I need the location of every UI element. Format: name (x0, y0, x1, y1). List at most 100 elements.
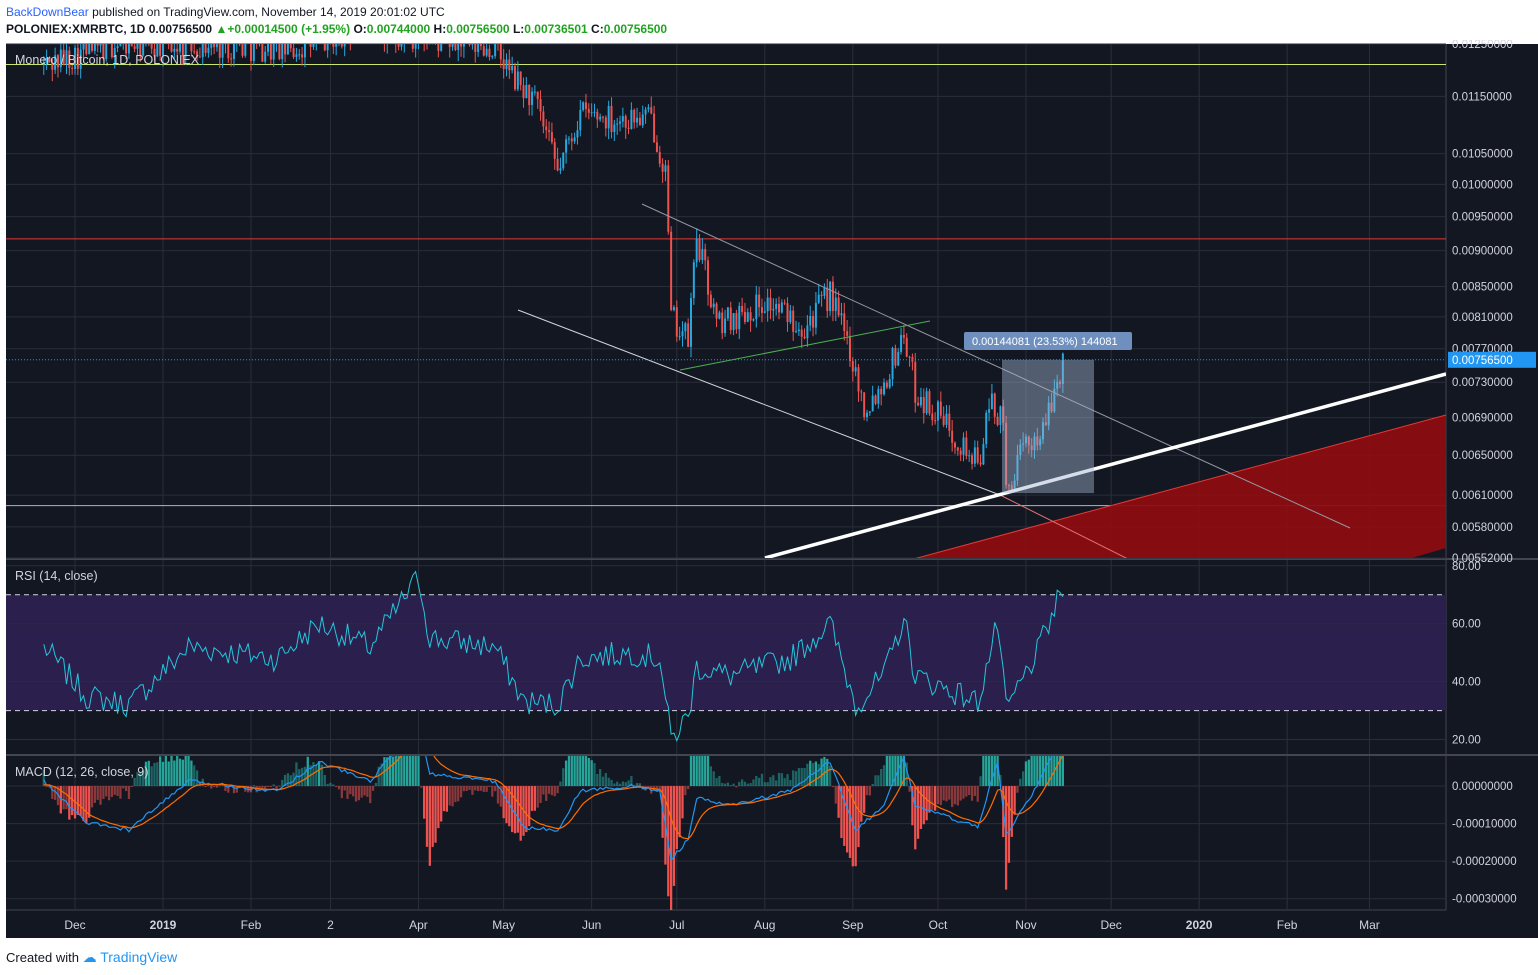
candle-body (213, 44, 216, 48)
candle-body (1059, 381, 1062, 384)
candle-body (746, 312, 749, 322)
candle-body (462, 44, 465, 47)
macd-tick-label: -0.00010000 (1452, 819, 1517, 831)
macd-histogram-bar (794, 771, 798, 787)
macd-histogram-bar (823, 756, 826, 787)
macd-histogram-bar (181, 759, 185, 787)
candle-body (238, 44, 241, 45)
candle-body (939, 401, 942, 416)
macd-histogram-bar (712, 771, 715, 787)
candle-body (227, 44, 230, 59)
candle-body (641, 114, 644, 126)
macd-histogram-bar (1036, 756, 1039, 787)
candle-body (877, 388, 880, 404)
macd-histogram-bar (590, 760, 593, 787)
macd-histogram-bar (775, 780, 778, 787)
macd-histogram-bar (885, 756, 889, 787)
candle-body (400, 44, 403, 47)
price-pane-title: Monero / Bitcoin, 1D, POLONIEX (15, 53, 200, 67)
candle-body (726, 307, 729, 319)
macd-histogram-bar (150, 766, 153, 787)
macd-histogram-bar (96, 786, 99, 800)
tradingview-brand[interactable]: TradingView (100, 949, 178, 965)
candle-body (45, 58, 48, 63)
candle-body (256, 40, 258, 42)
candle-body (542, 111, 545, 127)
price-tick-label: 0.00900000 (1452, 246, 1513, 258)
macd-histogram-bar (272, 784, 275, 787)
macd-histogram-bar (156, 762, 159, 787)
candle-body (636, 117, 639, 123)
macd-histogram-bar (990, 756, 994, 787)
macd-histogram-bar (928, 786, 931, 813)
macd-histogram-bar (542, 786, 545, 795)
macd-histogram-bar (170, 756, 173, 787)
candle-body (269, 44, 272, 60)
macd-histogram-bar (624, 782, 627, 787)
macd-histogram-bar (613, 783, 616, 787)
macd-histogram-bar (516, 786, 519, 833)
candle-body (519, 71, 522, 86)
candle-body (579, 109, 582, 131)
time-tick-label: Aug (754, 918, 775, 932)
candle-body (982, 444, 985, 465)
macd-histogram-bar (482, 786, 485, 792)
candle-body (193, 51, 196, 53)
candle-body (973, 447, 976, 464)
macd-histogram-bar (979, 776, 982, 787)
candle-body (590, 112, 593, 114)
tradingview-logo-icon[interactable]: ☁ (82, 949, 97, 965)
candle-body (105, 44, 108, 59)
macd-histogram-bar (951, 786, 954, 808)
candle-body (303, 44, 306, 58)
candle-body (968, 455, 971, 457)
macd-histogram-bar (968, 786, 971, 796)
candle-body (116, 46, 119, 49)
candle-body (221, 44, 224, 58)
candle-body (323, 44, 326, 51)
macd-histogram-bar (880, 768, 883, 787)
macd-histogram-bar (533, 786, 537, 811)
candle-body (843, 313, 846, 332)
candle-body (945, 413, 948, 425)
chart-canvas[interactable]: Dec 2019 Feb 2 Apr May Jun Jul Aug Sep Oct Nov Dec 20… (0, 40, 1538, 940)
macd-histogram-bar (371, 786, 375, 791)
macd-histogram-bar (809, 760, 812, 787)
macd-histogram-bar (845, 786, 849, 853)
candle-body (976, 447, 979, 463)
candle-body (851, 361, 854, 372)
macd-histogram-bar (269, 786, 273, 788)
candle-body (553, 142, 556, 159)
candle-body (786, 303, 789, 323)
macd-histogram-bar (556, 786, 559, 794)
candle-body (508, 59, 511, 71)
macd-histogram-bar (536, 786, 539, 808)
macd-histogram-bar (1013, 786, 1016, 815)
macd-histogram-bar (553, 786, 556, 797)
candle-body (831, 281, 834, 312)
macd-histogram-bar (689, 756, 693, 787)
candle-body (545, 126, 548, 131)
macd-histogram-bar (457, 786, 460, 802)
candle-body (514, 65, 516, 90)
candle-body (96, 44, 99, 46)
candle-body (181, 44, 184, 57)
candle-body (250, 44, 252, 61)
candle-body (491, 56, 494, 58)
time-tick-label: 2019 (150, 918, 177, 932)
macd-histogram-bar (65, 786, 68, 810)
author-link[interactable]: BackDownBear (6, 5, 89, 19)
macd-histogram-bar (562, 768, 565, 787)
macd-histogram-bar (187, 756, 190, 787)
candle-body (150, 44, 153, 49)
candle-body (678, 336, 681, 338)
macd-histogram-bar (90, 786, 94, 808)
macd-histogram-bar (405, 756, 409, 787)
candle-body (562, 152, 565, 169)
close-label: C: (591, 22, 604, 36)
high-label: H: (433, 22, 447, 36)
ascending-support-line (764, 372, 1446, 558)
candle-body (1047, 402, 1050, 426)
candle-body (113, 48, 116, 58)
macd-histogram-bar (982, 756, 985, 787)
